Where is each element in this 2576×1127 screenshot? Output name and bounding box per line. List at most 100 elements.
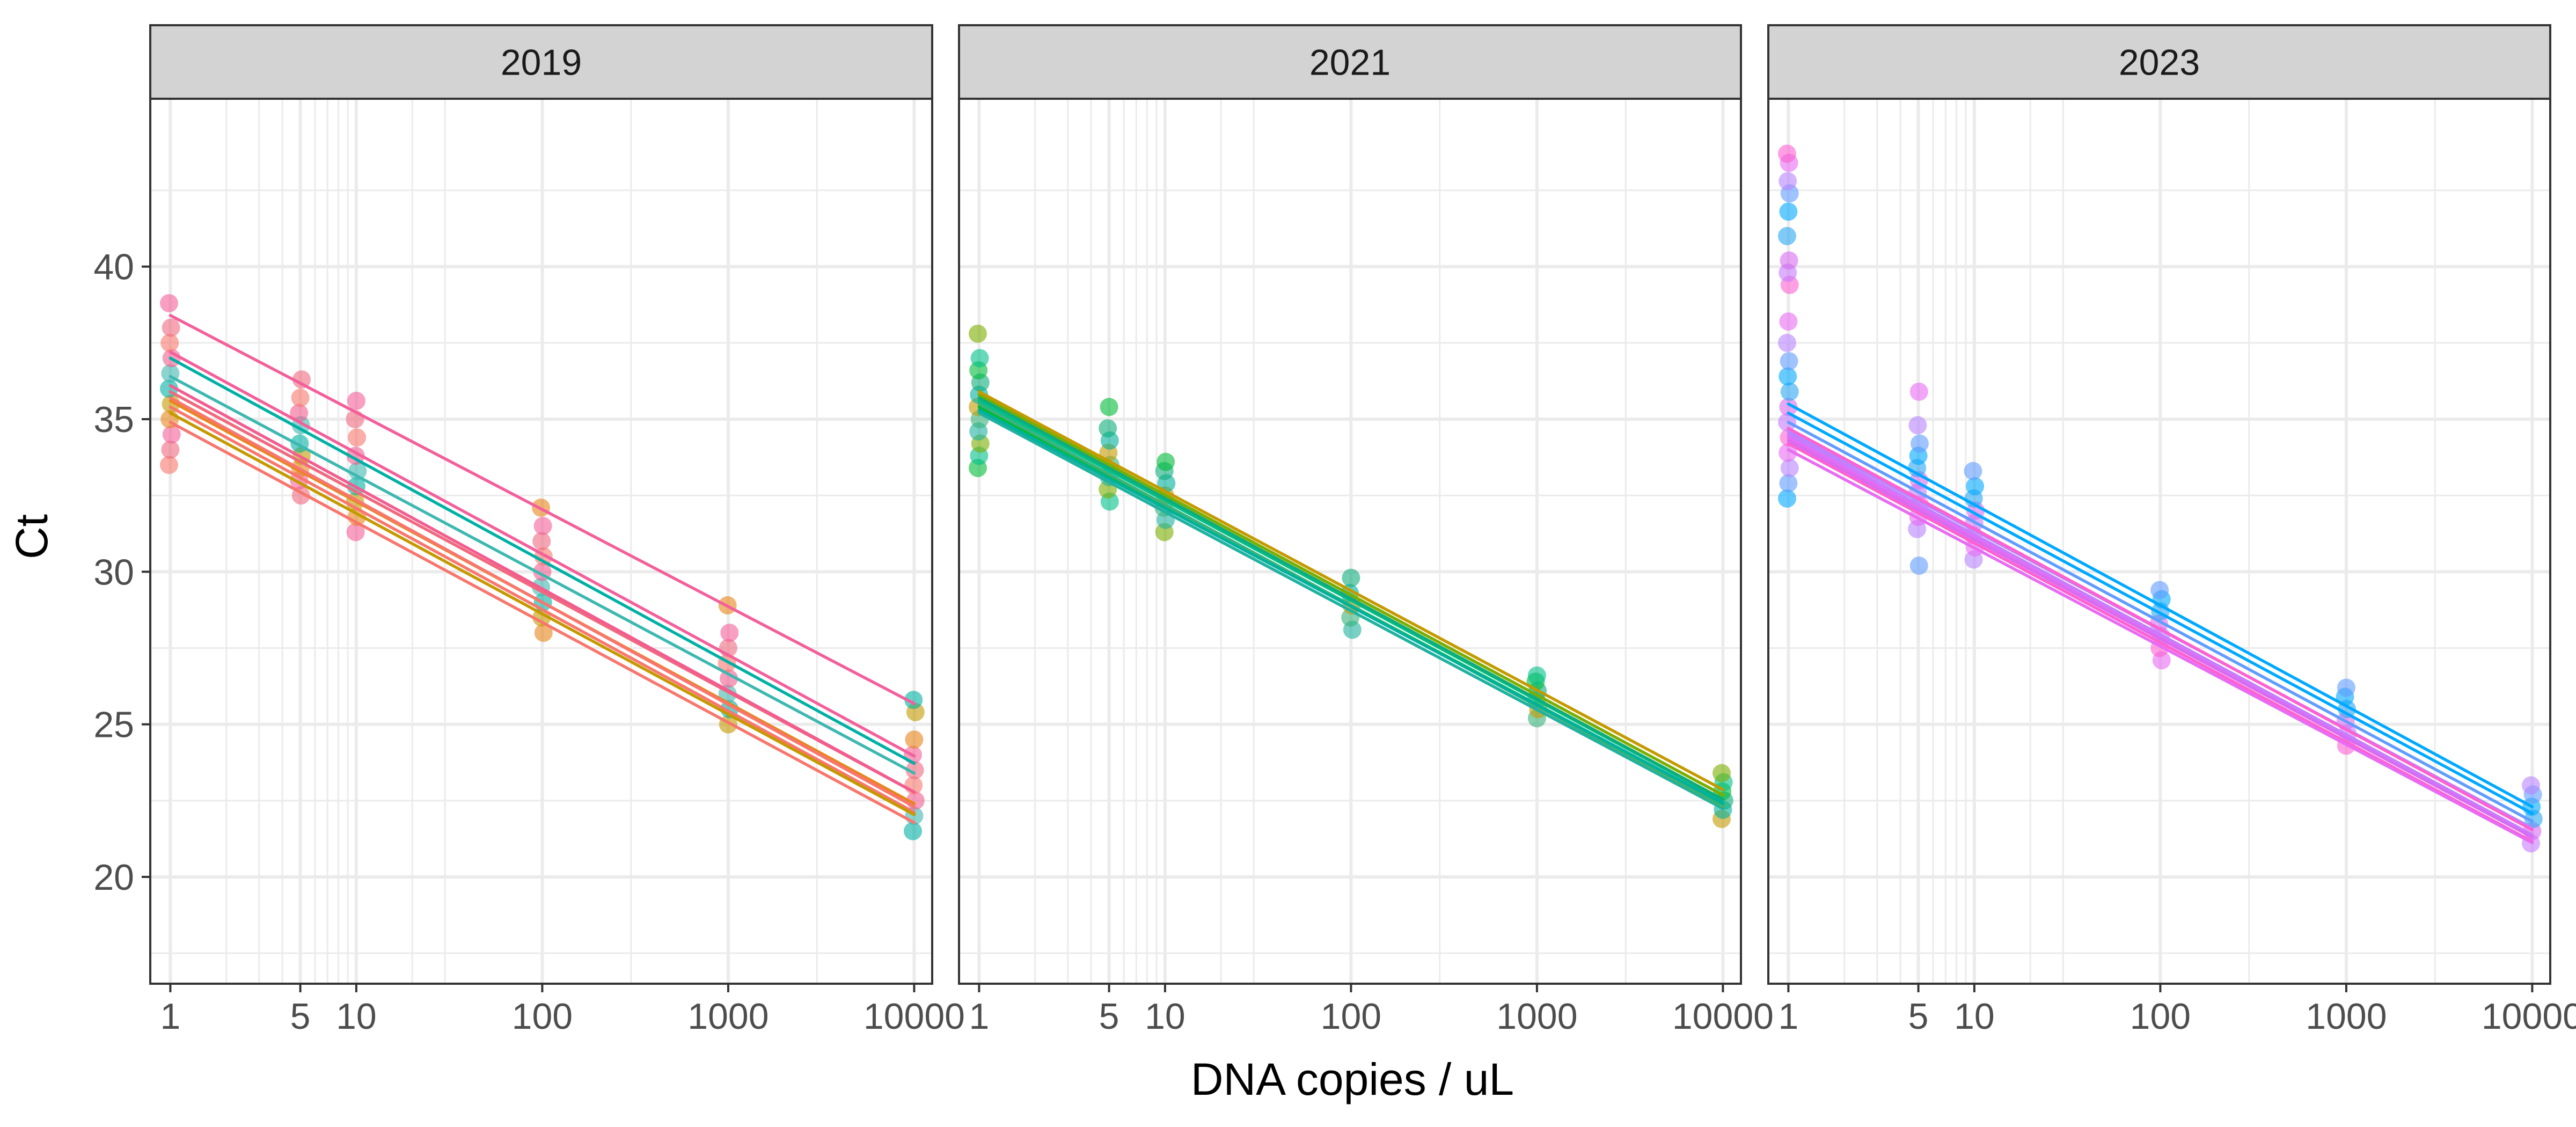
data-point — [161, 440, 180, 459]
x-tick-label: 100 — [2130, 996, 2191, 1037]
regression-line — [1787, 439, 2534, 839]
x-tick-label: 10 — [1145, 996, 1185, 1037]
regression-line — [1787, 433, 2534, 837]
data-point — [1157, 452, 1175, 471]
regression-line — [977, 411, 1725, 810]
panel-data-2019 — [159, 294, 925, 840]
data-point — [292, 370, 311, 389]
data-point — [720, 624, 739, 642]
data-point — [1908, 416, 1927, 435]
data-point — [1713, 764, 1731, 782]
data-point — [348, 462, 367, 480]
x-tick-label: 1000 — [1496, 996, 1577, 1037]
x-tick-label: 10 — [1954, 996, 1995, 1037]
data-point — [1909, 382, 1928, 401]
data-point — [1777, 333, 1796, 352]
data-point — [291, 389, 310, 407]
data-point — [1780, 382, 1799, 401]
data-point — [347, 391, 365, 410]
x-tick-label: 1 — [969, 996, 989, 1037]
data-point — [1527, 666, 1546, 685]
data-point — [160, 333, 179, 352]
x-tick-label: 10000 — [863, 996, 965, 1037]
data-point — [1779, 202, 1798, 221]
x-tick-label: 1 — [160, 996, 180, 1037]
regression-line — [1787, 427, 2534, 832]
facet-strip-2019 — [149, 24, 933, 100]
data-point — [2150, 581, 2169, 599]
x-tick-label: 1 — [1778, 996, 1798, 1037]
facet-strip-2021 — [958, 24, 1742, 100]
regression-line — [169, 356, 916, 765]
regression-line — [169, 396, 916, 808]
data-point — [905, 760, 924, 779]
y-axis: 20 25 30 35 40 — [93, 247, 150, 898]
y-tick-label: 20 — [93, 857, 134, 898]
regression-line — [1787, 448, 2534, 845]
facet-strip-label-2023: 2023 — [2119, 42, 2200, 83]
y-tick-label: 35 — [93, 399, 134, 440]
data-point — [904, 691, 923, 709]
data-point — [532, 532, 551, 551]
data-point — [1909, 556, 1928, 575]
data-point — [348, 428, 367, 447]
x-tick-label: 5 — [290, 996, 311, 1037]
x-tick-label: 5 — [1099, 996, 1119, 1037]
y-tick-label: 30 — [93, 552, 134, 592]
data-point — [162, 425, 181, 444]
regression-line — [977, 396, 1725, 801]
data-point — [2522, 776, 2541, 795]
y-axis-title: Ct — [6, 514, 57, 559]
data-point — [159, 294, 178, 312]
regression-line — [977, 393, 1725, 797]
data-point — [534, 624, 553, 642]
data-point — [1779, 312, 1798, 331]
data-point — [1964, 462, 1982, 480]
data-point — [1779, 172, 1797, 191]
regression-line — [1787, 411, 2534, 815]
facet-panel-2021: 2021 1 5 10 100 1000 10000 — [958, 24, 1774, 1037]
x-tick-label: 100 — [512, 996, 573, 1037]
data-point — [1099, 419, 1117, 438]
data-point — [1780, 251, 1798, 270]
regression-line — [977, 408, 1725, 805]
x-tick-label: 10 — [336, 996, 377, 1037]
regression-line — [1787, 442, 2534, 843]
regression-line — [169, 405, 916, 814]
x-tick-label: 10000 — [1672, 996, 1774, 1037]
facet-panel-2023: 2023 1 5 10 100 1000 10000 — [1767, 24, 2576, 1037]
data-point — [162, 318, 180, 337]
data-point — [159, 456, 178, 474]
data-point — [905, 730, 924, 749]
facet-panel-2019: 2019 1 5 10 100 1000 10000 — [149, 24, 965, 1037]
data-point — [346, 523, 365, 541]
x-tick-label: 1000 — [687, 996, 769, 1037]
y-tick-label: 25 — [93, 705, 134, 745]
regression-line — [169, 313, 916, 705]
facet-strip-label-2019: 2019 — [501, 42, 582, 83]
data-point — [290, 404, 309, 422]
data-point — [1777, 226, 1796, 245]
data-point — [1780, 352, 1798, 371]
panel-data-2021 — [968, 324, 1733, 828]
regression-line — [1787, 402, 2534, 808]
regression-line — [169, 420, 916, 824]
facet-strip-label-2021: 2021 — [1309, 42, 1391, 83]
regression-line — [169, 384, 916, 794]
panel-data-2023 — [1777, 144, 2543, 853]
data-point — [1779, 367, 1797, 386]
data-point — [968, 324, 987, 343]
facet-strip-2023 — [1767, 24, 2551, 100]
regression-line — [169, 350, 916, 758]
data-point — [1779, 474, 1798, 493]
data-point — [533, 517, 552, 536]
data-point — [1100, 398, 1118, 416]
x-tick-label: 1000 — [2306, 996, 2387, 1037]
data-point — [1910, 434, 1929, 453]
data-point — [1777, 489, 1796, 508]
regression-line — [1787, 420, 2534, 823]
x-tick-label: 100 — [1321, 996, 1381, 1037]
data-point — [1966, 477, 1985, 496]
data-point — [1779, 398, 1798, 416]
regression-line — [977, 390, 1725, 792]
